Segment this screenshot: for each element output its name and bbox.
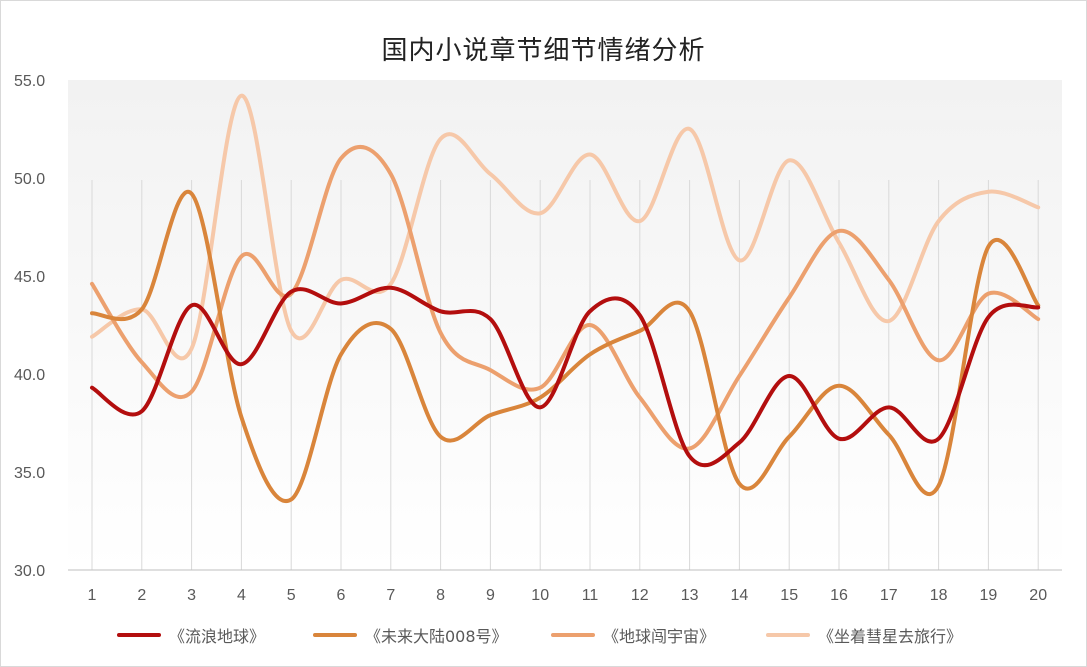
x-tick-label: 19	[980, 587, 998, 604]
legend-swatch	[551, 633, 595, 637]
legend-swatch	[766, 633, 810, 637]
y-tick-label: 35.0	[14, 465, 45, 482]
y-tick-label: 45.0	[14, 269, 45, 286]
legend-label: 《地球闯宇宙》	[603, 627, 716, 646]
x-tick-label: 5	[287, 587, 296, 604]
x-tick-label: 13	[681, 587, 699, 604]
x-tick-label: 18	[930, 587, 948, 604]
legend-item: 《地球闯宇宙》	[551, 623, 715, 647]
series-line-2	[90, 189, 1041, 503]
y-tick-label: 50.0	[14, 171, 45, 188]
legend-item: 《坐着彗星去旅行》	[766, 623, 962, 647]
legend-item: 《未来大陆008号》	[313, 623, 508, 647]
x-tick-label: 1	[88, 587, 97, 604]
y-tick-label: 55.0	[14, 73, 45, 90]
legend-swatch	[313, 633, 357, 637]
x-tick-label: 8	[436, 587, 445, 604]
x-tick-label: 17	[880, 587, 898, 604]
legend-label: 《坐着彗星去旅行》	[818, 627, 963, 646]
x-tick-label: 3	[187, 587, 196, 604]
legend-label: 《流浪地球》	[169, 627, 266, 646]
x-tick-label: 2	[137, 587, 146, 604]
series-line-3	[90, 145, 1041, 451]
x-tick-label: 10	[531, 587, 549, 604]
x-tick-label: 4	[237, 587, 246, 604]
x-tick-label: 6	[337, 587, 346, 604]
legend-item: 《流浪地球》	[117, 623, 265, 647]
plot-area	[68, 80, 1062, 570]
y-tick-label: 30.0	[14, 563, 45, 580]
x-tick-label: 9	[486, 587, 495, 604]
series-line-4	[90, 93, 1041, 361]
x-tick-label: 11	[582, 587, 599, 604]
x-tick-label: 20	[1029, 587, 1047, 604]
x-tick-label: 15	[780, 587, 798, 604]
chart-title: 国内小说章节细节情绪分析	[381, 36, 706, 66]
legend: 《流浪地球》 《未来大陆008号》 《地球闯宇宙》 《坐着彗星去旅行》	[0, 623, 1087, 647]
x-tick-label: 16	[830, 587, 848, 604]
legend-label: 《未来大陆008号》	[365, 627, 508, 646]
y-tick-label: 40.0	[14, 367, 45, 384]
series-line-1	[90, 285, 1041, 468]
x-tick-label: 7	[386, 587, 395, 604]
x-tick-label: 12	[631, 587, 649, 604]
x-tick-label: 14	[731, 587, 749, 604]
legend-swatch	[117, 633, 161, 637]
